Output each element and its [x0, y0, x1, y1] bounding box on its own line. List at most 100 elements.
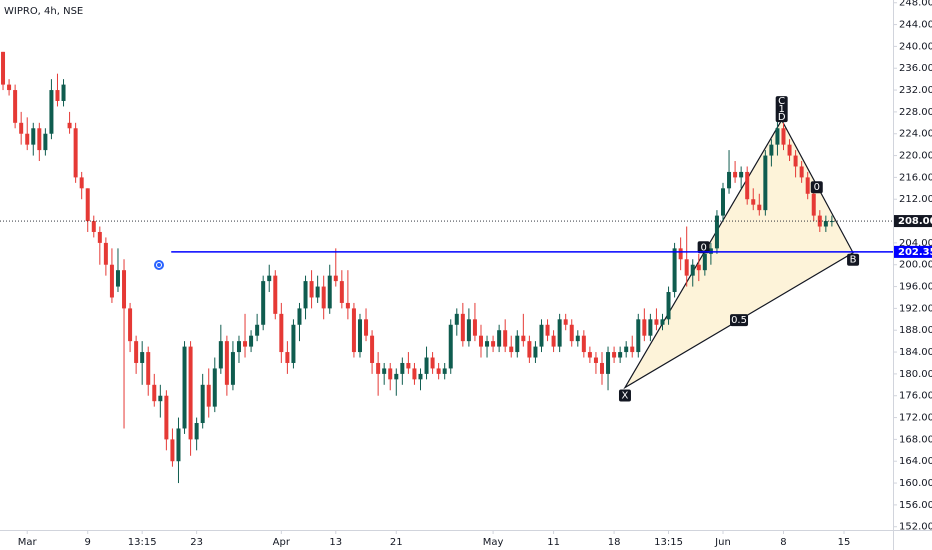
candle-body: [497, 330, 502, 347]
candle-body: [243, 341, 248, 347]
candle-body: [448, 324, 453, 369]
candle-body: [672, 248, 677, 293]
y-tick-label: 196.00: [899, 282, 932, 293]
candle-body: [345, 302, 350, 309]
candle-body: [37, 128, 42, 151]
candle-body: [587, 352, 592, 358]
candle-body: [85, 188, 90, 222]
candle-body: [454, 313, 459, 325]
candle-body: [714, 215, 719, 249]
pattern-label: C: [778, 96, 785, 107]
candle-body: [799, 166, 804, 178]
candle-body: [279, 313, 284, 353]
candle-body: [182, 346, 187, 429]
candle-body: [460, 313, 465, 342]
candle-body: [751, 199, 756, 205]
candle-body: [273, 275, 278, 314]
candle-body: [515, 335, 520, 353]
candle-body: [218, 341, 223, 369]
candle-body: [666, 292, 671, 320]
pattern-label-box: [618, 389, 631, 402]
x-tick-label: 11: [547, 537, 560, 548]
ratio-label: 0.5: [731, 315, 747, 326]
y-tick-label: 152.00: [899, 522, 932, 533]
candle-body: [757, 204, 762, 211]
candle-body: [823, 221, 828, 227]
pattern-label: D: [778, 112, 786, 123]
ratio-label-box: [730, 314, 749, 327]
plot-area: X C1D B 0 0 0.5: [1, 51, 860, 484]
candle-body: [31, 128, 36, 145]
candle-body: [430, 357, 435, 369]
candle-body: [49, 90, 54, 134]
y-tick-label: 160.00: [899, 478, 932, 489]
candle-body: [527, 341, 532, 358]
y-tick-label: 204.00: [899, 238, 932, 249]
candle-body: [485, 341, 490, 347]
candle-body: [684, 259, 689, 276]
candle-body: [648, 319, 653, 336]
y-tick-label: 156.00: [899, 500, 932, 511]
candle-body: [678, 248, 683, 260]
candle-body: [575, 335, 580, 342]
candle-body: [73, 128, 78, 178]
x-tick-label: 9: [85, 537, 91, 548]
candle-body: [503, 330, 508, 347]
candle-body: [43, 133, 48, 151]
candle-body: [339, 281, 344, 303]
candle-body: [769, 144, 774, 156]
candle-body: [509, 346, 514, 353]
candle-body: [164, 395, 169, 440]
candle-body: [103, 242, 108, 265]
candle-body: [152, 384, 157, 402]
x-tick-label: 13:15: [654, 537, 683, 548]
candle-body: [406, 362, 411, 369]
candle-body: [19, 122, 24, 134]
x-tick-label: Apr: [273, 537, 291, 548]
price-label: 202.35: [898, 247, 932, 258]
candle-body: [61, 84, 66, 101]
candle-body: [236, 341, 241, 353]
candle-body: [581, 335, 586, 353]
candle-body: [654, 319, 659, 325]
candle-body: [388, 368, 393, 380]
y-tick-label: 228.00: [899, 107, 932, 118]
candle-body: [206, 384, 211, 407]
price-label-box: [894, 245, 932, 258]
y-tick-label: 220.00: [899, 151, 932, 162]
pattern-label-box: [775, 96, 788, 123]
pattern-label: X: [622, 391, 629, 402]
candle-body: [624, 346, 629, 353]
candle-body: [370, 335, 375, 363]
candle-body: [442, 368, 447, 374]
candle-body: [200, 384, 205, 424]
candle-body: [128, 308, 133, 342]
x-tick-label: 18: [608, 537, 621, 548]
candle-body: [569, 324, 574, 342]
candle-body: [25, 133, 30, 145]
candle-body: [436, 368, 441, 374]
pattern-label-box: [810, 181, 823, 194]
y-tick-label: 176.00: [899, 391, 932, 402]
candle-body: [593, 357, 598, 363]
candle-body: [291, 324, 296, 363]
candle-body: [491, 341, 496, 347]
candle-body: [212, 368, 217, 407]
candle-body: [805, 177, 810, 194]
candle-body: [140, 352, 145, 363]
pattern-label: 0: [700, 242, 706, 253]
candle-body: [91, 221, 96, 232]
candle-body: [745, 171, 750, 200]
x-tick-label: 13:15: [128, 537, 157, 548]
candle-body: [321, 286, 326, 309]
candle-body: [660, 319, 665, 325]
price-label: 208.00: [898, 216, 932, 227]
candle-body: [811, 193, 816, 216]
candle-body: [158, 395, 163, 402]
candle-body: [400, 362, 405, 374]
candle-body: [79, 177, 84, 189]
candle-body: [303, 281, 308, 309]
candle-body: [230, 352, 235, 385]
candle-body: [630, 346, 635, 353]
candle-body: [642, 319, 647, 336]
